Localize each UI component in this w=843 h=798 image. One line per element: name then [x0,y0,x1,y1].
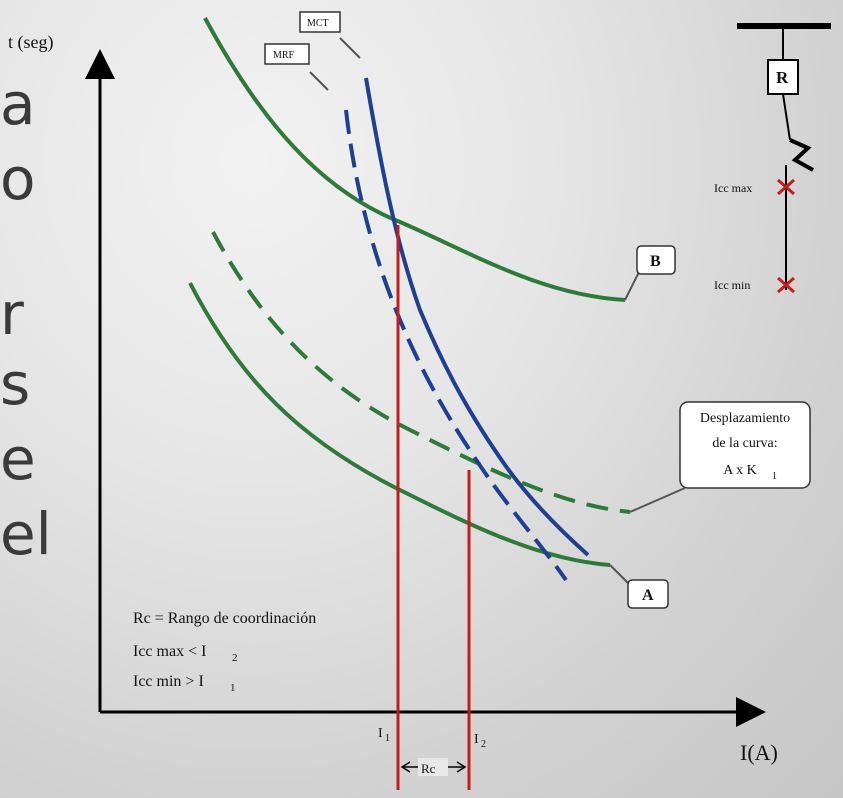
side-text-6: el [0,500,52,568]
curve-b-pointer [624,269,641,301]
legend-max-sub: 2 [232,652,238,664]
curve-a-tag [627,579,669,609]
x-axis-label: I(A) [740,740,778,765]
shift-callout-line-2: de la curva: [712,436,777,451]
range-label-bg [418,758,448,776]
side-text-3: r [0,280,24,348]
range-label: Rc [421,761,436,776]
y-axis-label: t (seg) [8,32,53,53]
curve-mrf [344,109,568,582]
feeder-line-mid [782,93,791,141]
curve-a-pointer [609,564,631,586]
icc-max-label: Icc max [714,181,752,195]
i2-tick-sub: 2 [481,739,486,750]
legend-max: Icc max < I [133,643,206,660]
shift-callout-pointer [629,487,686,513]
relay-label: R [776,68,789,87]
icc-min-label: Icc min [714,278,750,292]
i1-tick: I [378,726,383,741]
curve-b-label: B [650,253,661,270]
curve-b-tag [636,245,676,275]
mrf-tag [264,43,310,65]
curve-b [203,17,626,302]
mct-pointer [339,37,361,59]
shift-callout-box [679,401,811,489]
curve-a-label: A [642,587,654,604]
mct-tag [299,11,341,33]
shift-callout-subscript: 1 [772,471,777,482]
shift-callout-line-1: Desplazamiento [700,411,790,426]
range-arrow-left [400,761,411,773]
legend-min-sub: 1 [230,682,236,694]
side-text-5: e [0,425,36,493]
side-text-1: a [0,70,36,138]
side-text-4: s [0,350,31,418]
fault-icc-max-icon [777,178,795,196]
side-text-2: o [0,145,36,213]
curve-a [188,282,611,567]
fault-icc-min-icon [777,276,795,294]
mrf-label: MRF [273,50,295,61]
legend-min: Icc min > I [133,673,204,690]
range-arrow-right [456,761,467,773]
shifted-curve [211,231,631,514]
breaker-symbol [789,138,814,172]
curve-mct [364,77,590,557]
mrf-pointer [309,71,329,91]
shift-callout-line-3: A x K [723,463,756,478]
i1-tick-sub: 1 [385,733,390,744]
i2-tick: I [474,732,479,747]
mct-label: MCT [307,18,329,29]
legend-rc: Rc = Rango de coordinación [133,610,316,627]
